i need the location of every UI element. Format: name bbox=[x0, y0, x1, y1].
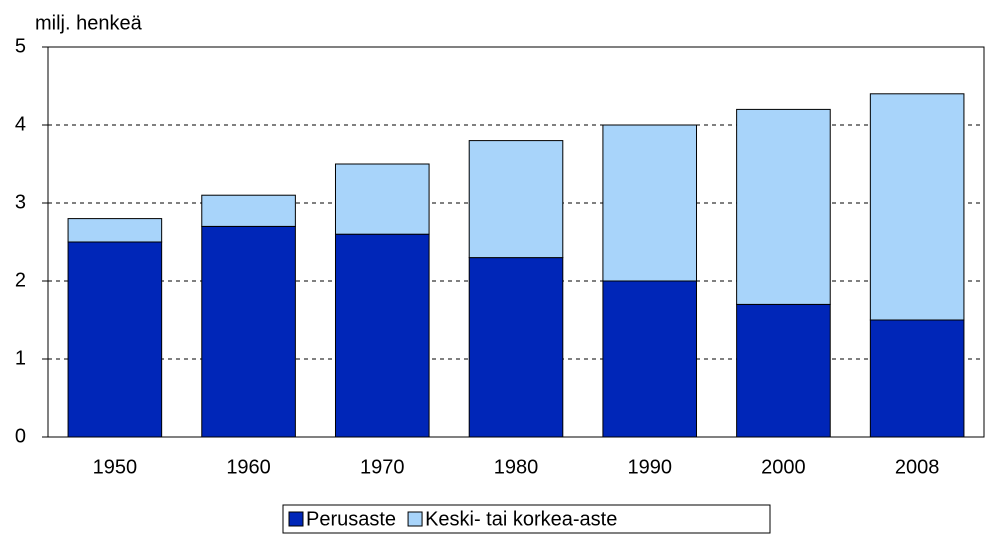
y-tick-label: 1 bbox=[15, 347, 26, 369]
bar-segment bbox=[334, 233, 430, 438]
legend-label: Perusaste bbox=[306, 508, 396, 530]
bar-segment bbox=[334, 163, 430, 235]
y-tick-label: 2 bbox=[15, 269, 26, 291]
bar-segment bbox=[602, 124, 698, 282]
bar-segment bbox=[736, 108, 831, 305]
legend-frame bbox=[282, 504, 771, 534]
bar-segment bbox=[468, 257, 564, 438]
x-tick-label: 1990 bbox=[627, 456, 672, 478]
x-tick-label: 1950 bbox=[93, 456, 138, 478]
bar-segment bbox=[869, 319, 965, 438]
bar-segment bbox=[67, 218, 163, 243]
bar-segment bbox=[869, 93, 965, 321]
x-tick-label: 2000 bbox=[761, 456, 806, 478]
y-tick-label: 3 bbox=[15, 191, 26, 213]
x-tick-label: 1960 bbox=[226, 456, 271, 478]
x-tick-label: 1980 bbox=[494, 456, 539, 478]
y-tick-label: 4 bbox=[15, 113, 26, 135]
bar-segment bbox=[736, 303, 831, 438]
legend-swatch bbox=[407, 511, 423, 527]
y-tick-label: 5 bbox=[15, 35, 26, 57]
y-tick-label: 0 bbox=[15, 425, 26, 447]
legend-label: Keski- tai korkea-aste bbox=[425, 508, 617, 530]
bar-segment bbox=[201, 225, 296, 438]
x-tick-label: 1970 bbox=[360, 456, 405, 478]
x-tick-label: 2008 bbox=[895, 456, 940, 478]
legend-swatch bbox=[288, 511, 304, 527]
bar-segment bbox=[67, 241, 163, 438]
y-axis-label: milj. henkeä bbox=[35, 12, 143, 34]
bar-segment bbox=[602, 280, 698, 438]
bar-segment bbox=[468, 140, 564, 259]
bar-segment bbox=[201, 194, 296, 227]
